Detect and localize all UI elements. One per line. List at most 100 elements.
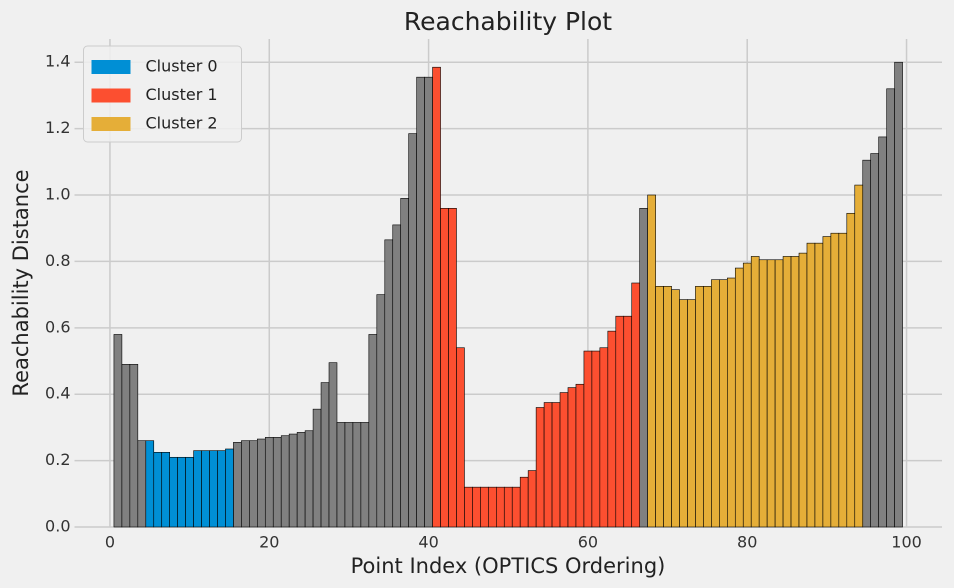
- bar: [320, 382, 330, 528]
- bar: [257, 438, 266, 528]
- legend-swatch: [91, 117, 131, 131]
- legend-label: Cluster 1: [146, 85, 218, 104]
- bar: [591, 350, 601, 528]
- bar: [416, 76, 425, 528]
- bar: [511, 486, 521, 528]
- y-tick-label: 0.4: [45, 384, 70, 403]
- bars: [113, 61, 903, 528]
- bar: [782, 256, 792, 528]
- bar: [312, 408, 322, 528]
- bar: [663, 286, 672, 528]
- bar: [384, 239, 394, 528]
- bar: [304, 430, 314, 528]
- bar: [145, 440, 155, 528]
- x-tick-label: 60: [578, 533, 598, 552]
- bar: [687, 299, 696, 528]
- bar: [655, 286, 664, 528]
- bar: [249, 440, 258, 528]
- bar: [368, 334, 378, 528]
- bar: [790, 256, 800, 528]
- bar: [503, 486, 513, 528]
- bar: [376, 294, 386, 528]
- bar: [344, 422, 354, 528]
- bar: [440, 208, 449, 528]
- bar: [233, 442, 242, 528]
- bar: [854, 184, 864, 528]
- bar: [695, 286, 704, 528]
- bar: [448, 208, 457, 528]
- bar: [472, 486, 481, 528]
- bar: [774, 259, 784, 528]
- bar: [766, 259, 776, 528]
- bar: [137, 440, 147, 528]
- bar: [456, 347, 465, 528]
- y-axis-label: Reachability Distance: [9, 169, 33, 396]
- bar: [870, 153, 879, 528]
- bar: [113, 334, 123, 528]
- bar: [727, 277, 736, 528]
- x-tick-label: 20: [259, 533, 279, 552]
- bar: [296, 432, 306, 528]
- bar: [360, 422, 370, 528]
- bar: [121, 364, 131, 528]
- bar: [488, 486, 497, 528]
- bar: [846, 212, 856, 528]
- bar: [814, 242, 824, 528]
- bar: [129, 364, 139, 528]
- bar: [703, 286, 712, 528]
- bar: [209, 450, 218, 528]
- bar: [288, 433, 298, 528]
- x-tick-label: 40: [418, 533, 438, 552]
- bar: [352, 422, 362, 528]
- x-tick-label: 100: [891, 533, 922, 552]
- y-tick-label: 0.8: [45, 251, 70, 270]
- bar: [830, 232, 840, 528]
- bar: [161, 452, 170, 528]
- bar: [750, 256, 760, 528]
- bar: [280, 435, 290, 528]
- y-tick-label: 0.2: [45, 450, 70, 469]
- legend-swatch: [91, 60, 131, 74]
- bar: [272, 437, 282, 528]
- bar: [496, 486, 505, 528]
- bar: [464, 486, 473, 528]
- bar: [559, 392, 569, 528]
- bar: [798, 252, 808, 528]
- bar: [193, 450, 202, 528]
- bar: [201, 450, 210, 528]
- bar: [535, 407, 545, 528]
- bar: [671, 289, 680, 528]
- y-tick-label: 0.6: [45, 317, 70, 336]
- bar: [878, 136, 887, 528]
- y-tick-label: 0.0: [45, 517, 70, 536]
- bar: [408, 133, 417, 528]
- y-tick-label: 1.2: [45, 118, 70, 137]
- bar: [567, 387, 577, 528]
- x-tick-label: 80: [737, 533, 757, 552]
- bar: [623, 315, 633, 528]
- x-tick-label: 0: [105, 533, 115, 552]
- bar: [328, 362, 338, 528]
- bar: [742, 262, 752, 528]
- bar: [607, 330, 617, 528]
- legend-label: Cluster 2: [146, 114, 218, 133]
- bar: [894, 61, 903, 528]
- bar: [822, 236, 832, 528]
- bar: [838, 232, 848, 528]
- y-tick-label: 1.0: [45, 185, 70, 204]
- bar: [639, 208, 648, 528]
- bar: [862, 159, 872, 528]
- bar: [153, 452, 163, 528]
- bar: [886, 88, 895, 528]
- bar: [575, 383, 585, 528]
- legend-label: Cluster 0: [146, 57, 218, 76]
- bar: [758, 259, 768, 528]
- bar: [519, 476, 529, 528]
- bar: [734, 267, 744, 528]
- chart-title: Reachability Plot: [404, 7, 612, 36]
- bar: [336, 422, 346, 528]
- bar: [551, 402, 561, 528]
- bar: [400, 198, 409, 528]
- bar: [543, 402, 553, 528]
